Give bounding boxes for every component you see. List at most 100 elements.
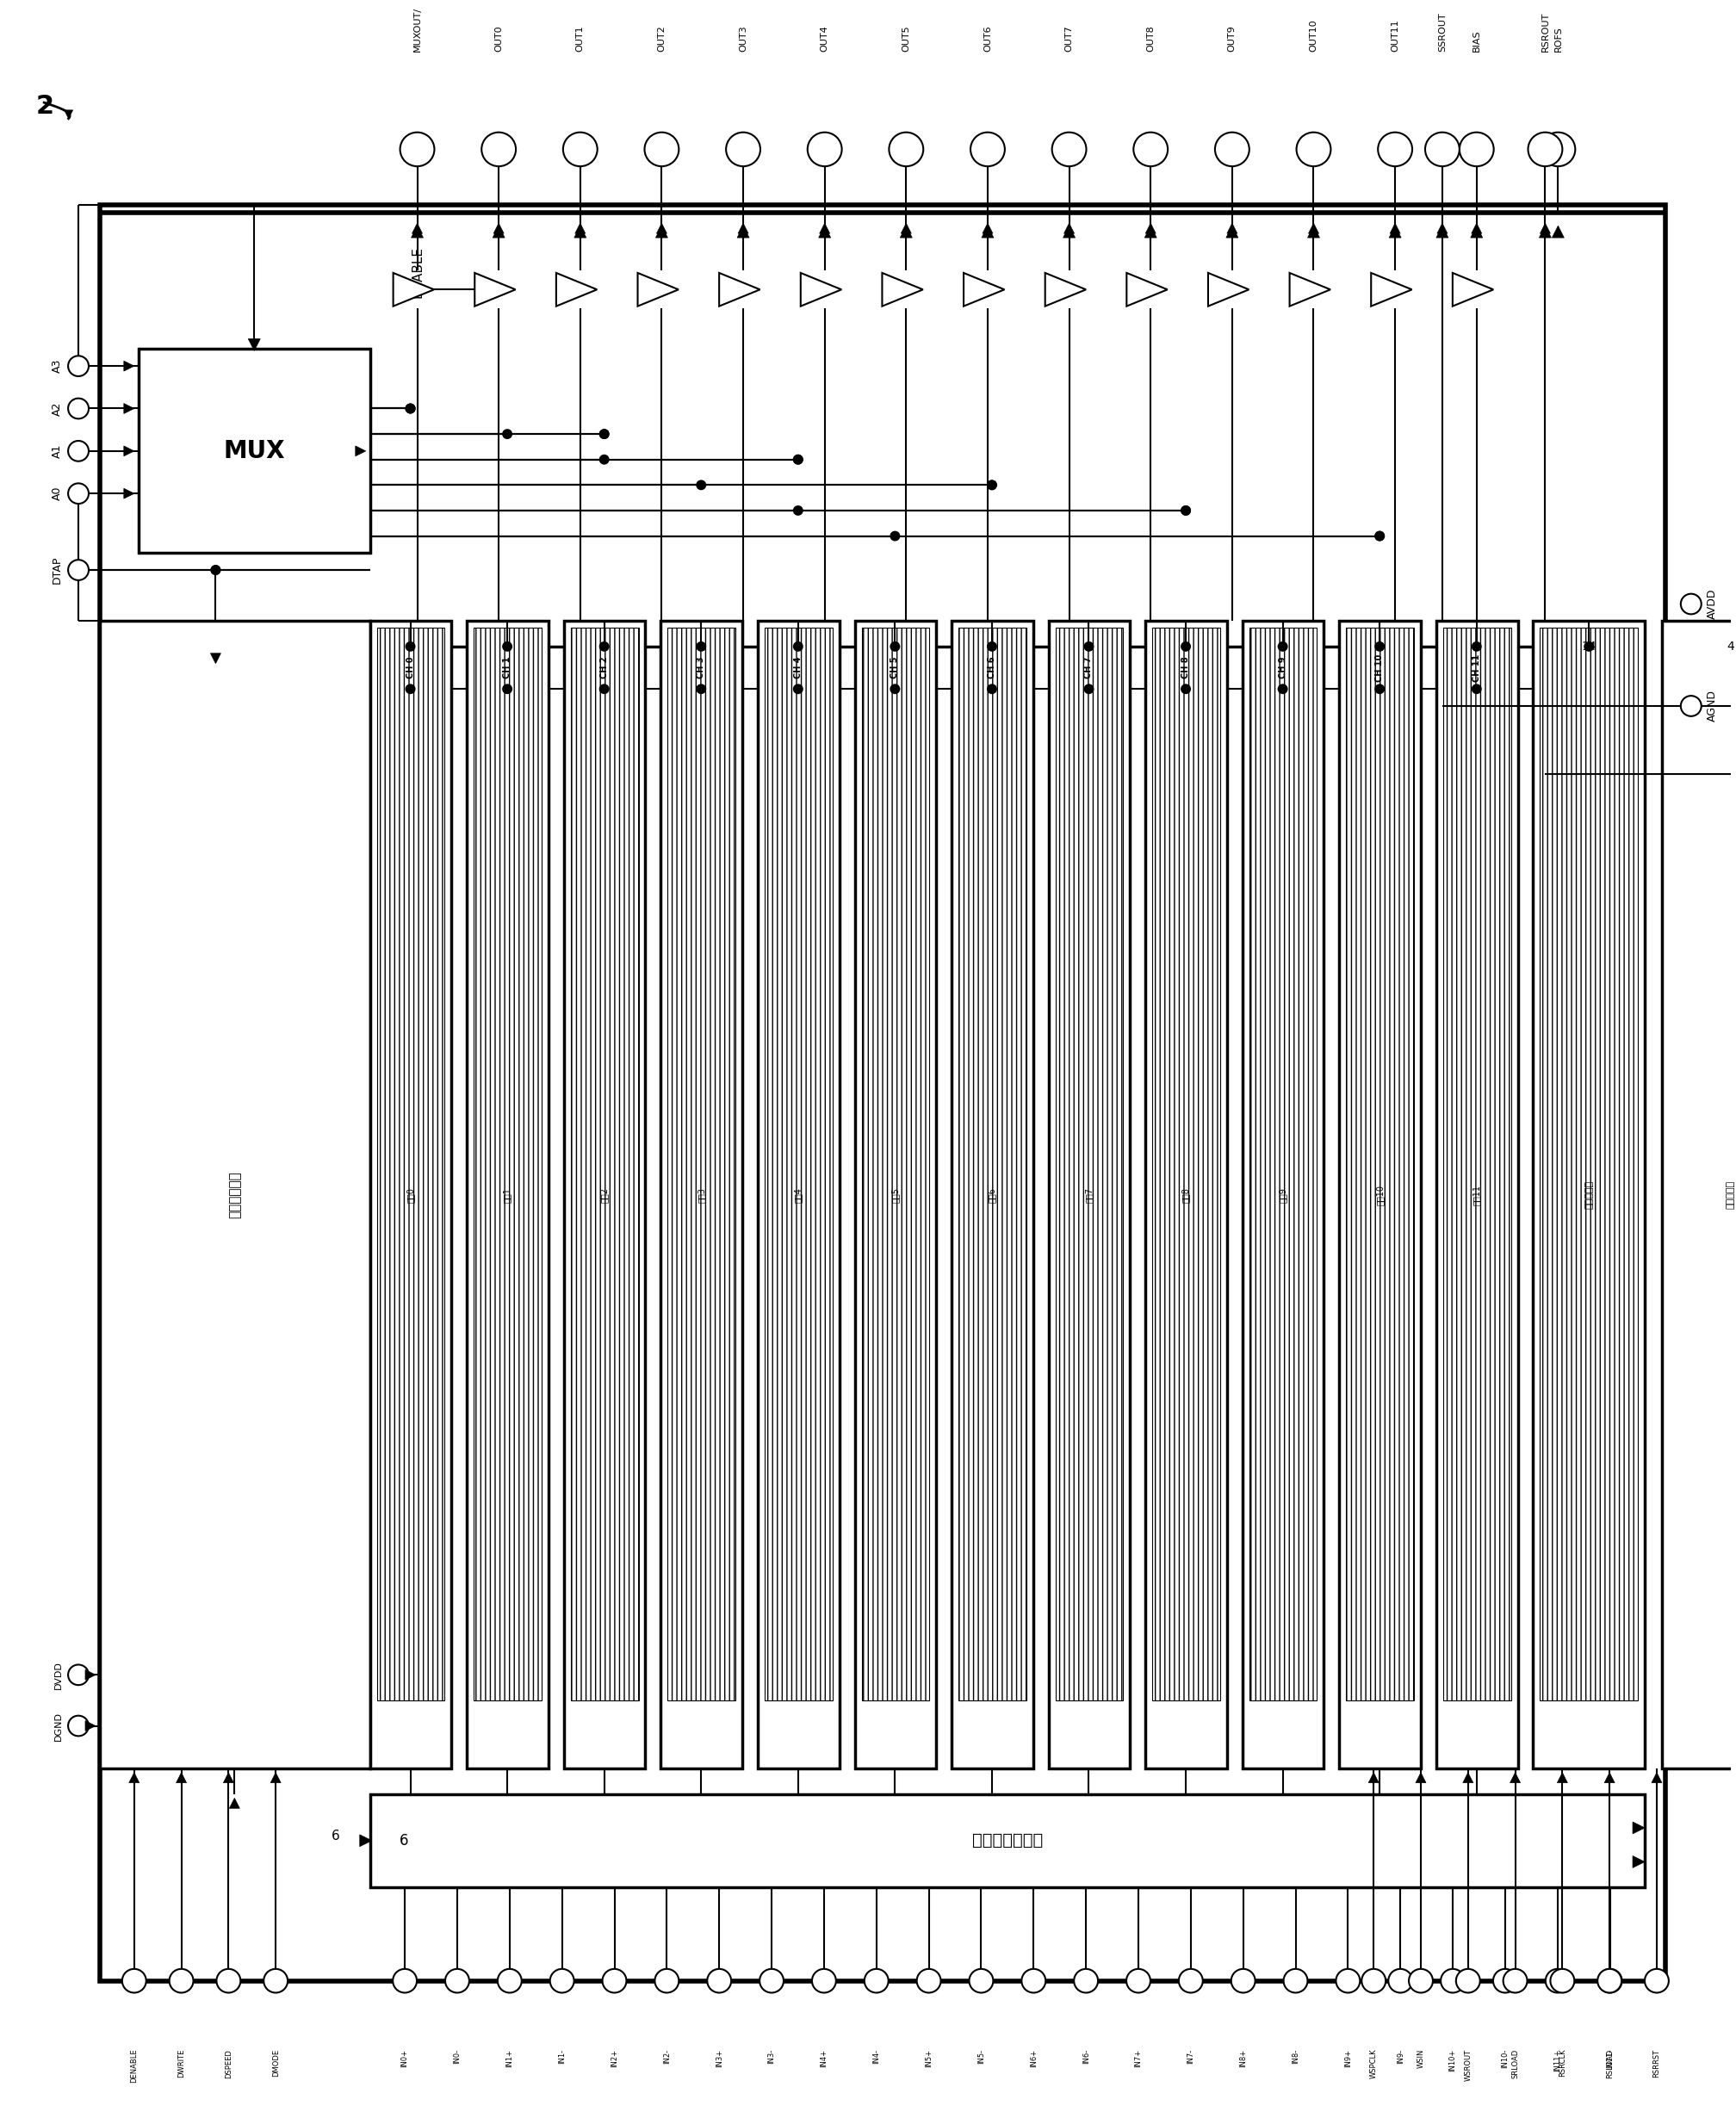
Text: CH 8: CH 8 (1182, 657, 1191, 678)
Text: DWRITE: DWRITE (177, 2048, 186, 2078)
Text: DSPEED: DSPEED (224, 2048, 233, 2078)
Bar (139, 349, 370, 553)
Circle shape (210, 566, 220, 576)
Polygon shape (411, 222, 422, 233)
Circle shape (599, 642, 609, 652)
Polygon shape (819, 222, 830, 233)
Polygon shape (981, 227, 993, 237)
Text: 6: 6 (399, 1832, 410, 1849)
Polygon shape (175, 1773, 186, 1783)
Polygon shape (1144, 227, 1156, 237)
Text: 通送10: 通送10 (1375, 1184, 1384, 1205)
Circle shape (1460, 131, 1493, 167)
Text: IN3-: IN3- (767, 2048, 776, 2063)
Circle shape (1528, 131, 1562, 167)
Circle shape (1550, 1970, 1575, 1993)
Circle shape (1441, 1970, 1465, 1993)
Circle shape (1180, 684, 1191, 695)
Circle shape (1134, 131, 1168, 167)
Bar (1345, 627, 1415, 1701)
Text: SSROUT: SSROUT (1437, 13, 1446, 51)
Text: CH 5: CH 5 (891, 657, 899, 678)
Polygon shape (1391, 222, 1401, 233)
Polygon shape (123, 447, 134, 455)
Bar (958, 627, 1026, 1701)
Polygon shape (556, 273, 597, 307)
Polygon shape (738, 222, 748, 233)
Text: OUT7: OUT7 (1064, 25, 1073, 51)
Text: IN5-: IN5- (977, 2048, 984, 2063)
Polygon shape (64, 110, 73, 119)
Text: IN4+: IN4+ (819, 2048, 828, 2067)
Polygon shape (575, 222, 585, 233)
Polygon shape (1436, 227, 1448, 237)
Bar (467, 621, 549, 1769)
Polygon shape (1540, 222, 1550, 233)
Text: WSROUT: WSROUT (1463, 2048, 1472, 2080)
Circle shape (68, 559, 89, 580)
Text: MUXOUT/: MUXOUT/ (413, 6, 422, 51)
Polygon shape (474, 273, 516, 307)
Circle shape (1378, 131, 1413, 167)
Polygon shape (819, 227, 832, 237)
Text: RSRRST: RSRRST (1653, 2048, 1661, 2078)
Text: IN8-: IN8- (1292, 2048, 1300, 2063)
Circle shape (1083, 642, 1094, 652)
Circle shape (1278, 684, 1288, 695)
Circle shape (986, 642, 996, 652)
Text: IN1+: IN1+ (505, 2048, 514, 2067)
Polygon shape (719, 273, 760, 307)
Circle shape (264, 1970, 288, 1993)
Circle shape (1375, 684, 1385, 695)
Circle shape (1542, 131, 1575, 167)
Circle shape (1278, 642, 1288, 652)
Circle shape (444, 1970, 469, 1993)
Bar (1443, 627, 1510, 1701)
Text: MUX: MUX (224, 438, 285, 464)
Polygon shape (1227, 222, 1238, 233)
Polygon shape (983, 222, 993, 233)
Polygon shape (1127, 273, 1167, 307)
Text: IN1-: IN1- (559, 2048, 566, 2063)
Bar (1340, 621, 1420, 1769)
Bar (1540, 627, 1637, 1701)
Text: A3: A3 (52, 358, 62, 373)
Polygon shape (411, 227, 424, 237)
Text: IN6+: IN6+ (1029, 2048, 1038, 2067)
Circle shape (502, 642, 512, 652)
Circle shape (891, 642, 901, 652)
Text: IN9-: IN9- (1396, 2048, 1404, 2063)
Circle shape (1052, 131, 1087, 167)
Circle shape (891, 532, 901, 540)
Bar (474, 627, 542, 1701)
Text: A1: A1 (52, 445, 62, 457)
Text: 通道0: 通道0 (406, 1186, 415, 1203)
Text: OUT6: OUT6 (983, 25, 991, 51)
Circle shape (481, 131, 516, 167)
Polygon shape (901, 222, 911, 233)
Text: 停止移位器: 停止移位器 (1585, 1180, 1594, 1209)
Polygon shape (1045, 273, 1087, 307)
Text: CH 9: CH 9 (1278, 657, 1286, 678)
Circle shape (599, 430, 609, 438)
Text: CH 0: CH 0 (406, 657, 415, 678)
Circle shape (602, 1970, 627, 1993)
Circle shape (1021, 1970, 1045, 1993)
Circle shape (793, 684, 804, 695)
Circle shape (502, 430, 512, 438)
Text: 通道4: 通道4 (793, 1186, 802, 1203)
Circle shape (68, 398, 89, 419)
Circle shape (889, 131, 924, 167)
Polygon shape (1307, 227, 1319, 237)
Text: 通道7: 通道7 (1085, 1186, 1094, 1203)
Polygon shape (901, 227, 911, 237)
Circle shape (217, 1970, 241, 1993)
Text: 通送11: 通送11 (1472, 1184, 1481, 1205)
Bar (854, 621, 936, 1769)
Polygon shape (356, 447, 366, 455)
Text: RSRCLK: RSRCLK (1559, 2048, 1566, 2078)
Circle shape (726, 131, 760, 167)
Text: OUT1: OUT1 (576, 25, 585, 51)
Circle shape (891, 684, 901, 695)
Circle shape (1375, 532, 1385, 540)
